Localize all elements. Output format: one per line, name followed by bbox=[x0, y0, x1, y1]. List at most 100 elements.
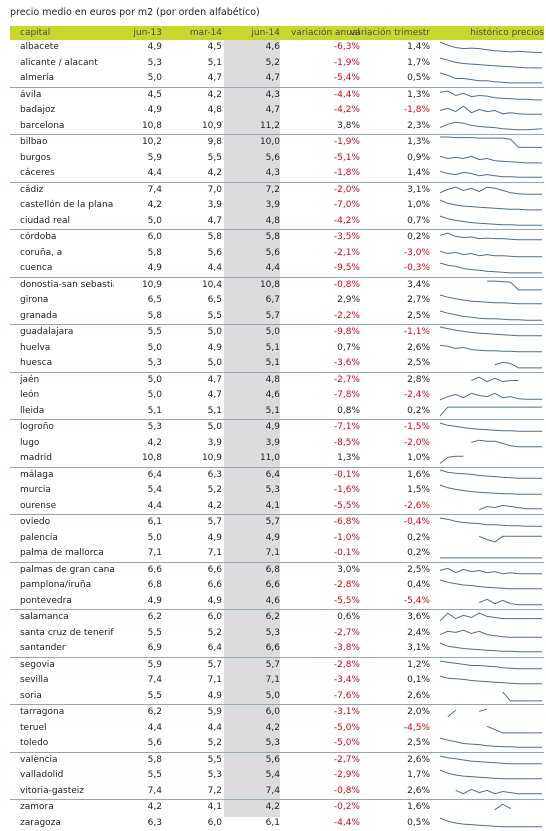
price-history-sparkline bbox=[439, 532, 543, 545]
price-jun14: 4,2 bbox=[228, 721, 280, 737]
price-mar14: 5,0 bbox=[170, 420, 222, 436]
sparkline-segment bbox=[495, 804, 511, 810]
city-name: valladolid bbox=[20, 768, 114, 784]
price-mar14: 6,6 bbox=[170, 563, 222, 579]
price-jun13: 5,0 bbox=[110, 388, 162, 404]
variacion-trimestral: 2,6% bbox=[350, 753, 430, 769]
variacion-anual: -9,5% bbox=[280, 261, 360, 277]
header-jun13[interactable]: jun-13 bbox=[110, 26, 162, 40]
price-jun13: 6,4 bbox=[110, 468, 162, 484]
variacion-trimestral: 0,7% bbox=[350, 214, 430, 230]
price-history-sparkline bbox=[439, 737, 543, 750]
header-variacion-trimestral[interactable]: variación trimestral bbox=[350, 26, 430, 40]
table-header: capital jun-13 mar-14 jun-14 variación a… bbox=[10, 26, 544, 40]
price-history-sparkline bbox=[439, 437, 543, 450]
price-history-sparkline bbox=[439, 405, 543, 418]
price-history-sparkline bbox=[439, 500, 543, 513]
variacion-anual: -4,2% bbox=[280, 103, 360, 119]
header-capital[interactable]: capital bbox=[20, 26, 114, 40]
price-jun13: 6,1 bbox=[110, 515, 162, 531]
header-jun14[interactable]: jun-14 bbox=[228, 26, 280, 40]
variacion-anual: -1,9% bbox=[280, 56, 360, 72]
city-name: albacete bbox=[20, 40, 114, 56]
city-name: granada bbox=[20, 309, 114, 325]
price-jun14: 5,6 bbox=[228, 246, 280, 262]
price-jun14: 3,9 bbox=[228, 198, 280, 214]
price-history-sparkline bbox=[439, 199, 543, 212]
variacion-anual: -1,9% bbox=[280, 135, 360, 151]
price-history-sparkline bbox=[439, 659, 543, 672]
city-name: murcia bbox=[20, 483, 114, 499]
header-variacion-anual[interactable]: variación anual bbox=[280, 26, 360, 40]
header-historico-precios: histórico precios bbox=[450, 26, 544, 40]
price-mar14: 5,5 bbox=[170, 151, 222, 167]
price-jun13: 5,4 bbox=[110, 483, 162, 499]
price-jun13: 6,6 bbox=[110, 563, 162, 579]
city-name: ciudad real bbox=[20, 214, 114, 230]
price-jun13: 5,0 bbox=[110, 71, 162, 87]
variacion-anual: -2,7% bbox=[280, 373, 360, 389]
table-row[interactable]: palmas de gran canaria6,66,66,83,0%2,5% bbox=[10, 562, 544, 579]
price-history-sparkline bbox=[439, 547, 543, 560]
sparkline-segment bbox=[440, 171, 542, 177]
price-jun13: 5,8 bbox=[110, 309, 162, 325]
variacion-anual: -4,4% bbox=[280, 88, 360, 104]
price-jun13: 4,2 bbox=[110, 198, 162, 214]
sparkline-segment bbox=[440, 756, 542, 764]
price-jun14: 6,7 bbox=[228, 293, 280, 309]
header-mar14[interactable]: mar-14 bbox=[170, 26, 222, 40]
variacion-anual: -3,1% bbox=[280, 705, 360, 721]
price-history-sparkline bbox=[439, 104, 543, 117]
price-history-sparkline bbox=[439, 310, 543, 323]
table-row[interactable]: castellón de la plana / castelló de la p… bbox=[10, 198, 544, 214]
